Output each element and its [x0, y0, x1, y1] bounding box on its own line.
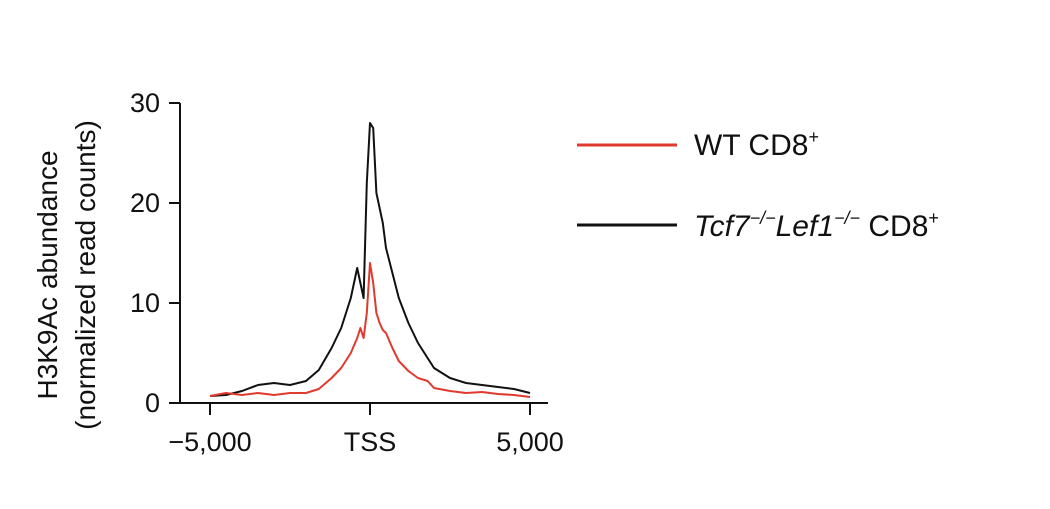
y-axis-title-line2: (normalized read counts) — [70, 120, 101, 430]
x-tick-label: 5,000 — [496, 427, 564, 457]
series-line-knockout — [209, 122, 531, 397]
legend-label-wt: WT CD8+ — [694, 127, 819, 162]
series-layer — [209, 122, 531, 398]
legend-label-knockout: Tcf7−/−Lef1−/− CD8+ — [694, 208, 939, 243]
x-tick-label: −5,000 — [168, 427, 251, 457]
x-tick-label: TSS — [344, 427, 397, 457]
y-tick-label: 20 — [130, 188, 160, 218]
legend: WT CD8+ Tcf7−/−Lef1−/− CD8+ — [577, 127, 939, 243]
y-axis-title-line1: H3K9Ac abundance — [32, 150, 63, 399]
y-tick-label: 30 — [130, 88, 160, 118]
y-tick-label: 10 — [130, 288, 160, 318]
y-tick-label: 0 — [145, 388, 160, 418]
y-ticks: 0 10 20 30 — [130, 88, 180, 418]
series-line-wt — [209, 262, 531, 398]
x-ticks: −5,000 TSS 5,000 — [168, 403, 564, 457]
